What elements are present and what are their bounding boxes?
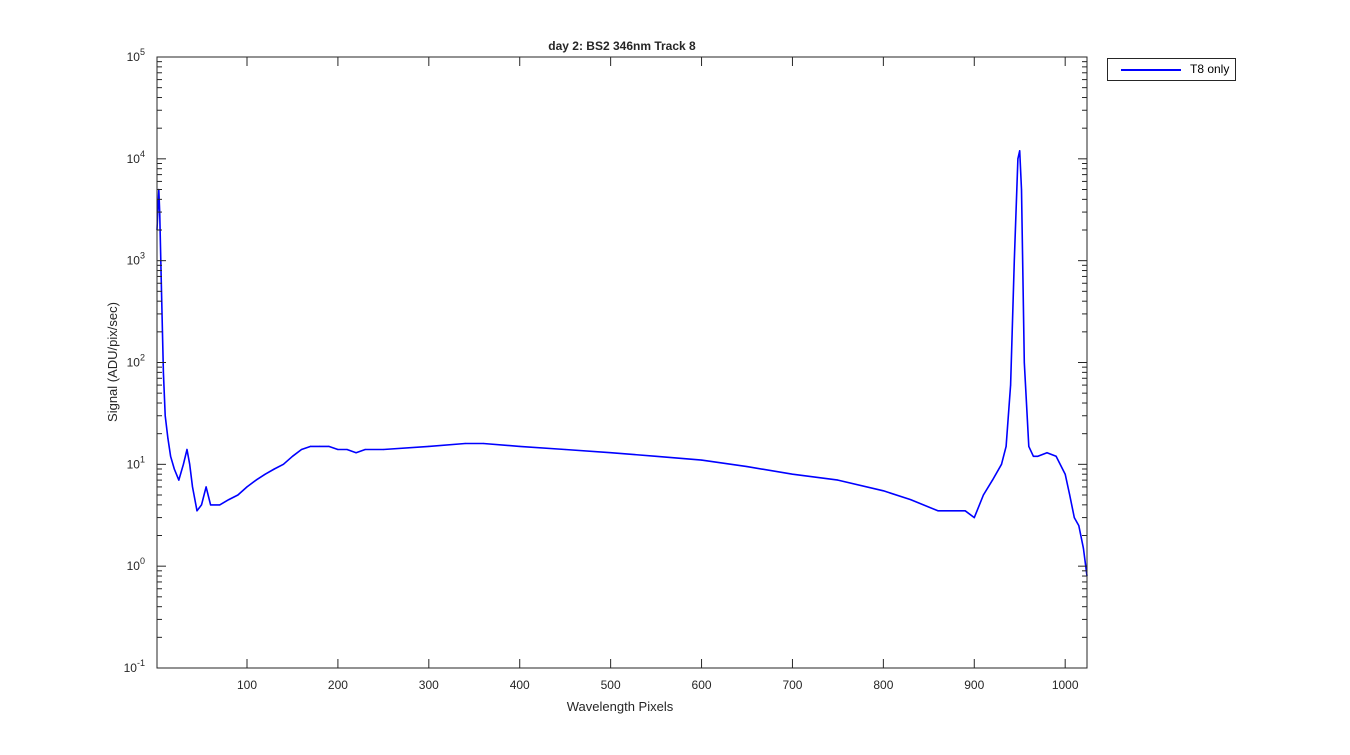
data-point xyxy=(655,455,657,457)
data-point xyxy=(1073,517,1075,519)
data-point xyxy=(1020,188,1023,191)
data-point xyxy=(196,510,198,512)
data-point xyxy=(1037,455,1039,457)
x-tick-label: 500 xyxy=(601,678,621,692)
x-tick-label: 300 xyxy=(419,678,439,692)
data-point xyxy=(355,452,357,454)
data-point xyxy=(746,466,748,468)
data-point xyxy=(1055,455,1057,457)
data-point xyxy=(837,479,839,481)
data-point xyxy=(337,448,339,451)
x-tick-label: 600 xyxy=(692,678,712,692)
data-point xyxy=(982,494,985,496)
x-tick-label: 1000 xyxy=(1052,678,1079,692)
data-point xyxy=(282,463,284,465)
data-point xyxy=(246,486,248,488)
y-tick-label: 101 xyxy=(127,454,145,471)
y-tick-label: 105 xyxy=(127,47,145,64)
y-tick-label: 10-1 xyxy=(124,658,145,675)
data-point xyxy=(264,473,266,475)
data-point xyxy=(1010,384,1012,386)
y-tick-label: 100 xyxy=(127,556,145,573)
data-point xyxy=(791,473,794,475)
data-point xyxy=(428,445,430,447)
data-point xyxy=(700,459,703,461)
data-point xyxy=(519,445,521,447)
data-point xyxy=(1046,452,1048,454)
data-point xyxy=(955,510,957,512)
data-point xyxy=(382,448,384,451)
data-point xyxy=(162,371,164,373)
data-point xyxy=(1064,473,1066,475)
data-point xyxy=(164,415,166,417)
data-point xyxy=(364,448,366,451)
chart-title: day 2: BS2 346nm Track 8 xyxy=(548,39,696,53)
x-tick-label: 900 xyxy=(964,678,984,692)
data-point xyxy=(464,442,466,445)
plot-area xyxy=(157,57,1087,668)
data-point xyxy=(964,510,966,512)
x-tick-label: 700 xyxy=(782,678,802,692)
data-point xyxy=(482,442,484,445)
data-point xyxy=(189,463,191,465)
data-point xyxy=(346,448,348,451)
data-point xyxy=(1069,494,1071,496)
data-point xyxy=(1005,445,1007,447)
data-point xyxy=(200,504,203,506)
x-tick-label: 400 xyxy=(510,678,530,692)
series-line-0 xyxy=(156,150,1088,577)
data-point xyxy=(937,510,939,512)
data-point xyxy=(273,468,275,470)
data-point xyxy=(228,499,230,501)
data-point xyxy=(191,486,194,488)
data-point xyxy=(610,452,612,454)
data-point xyxy=(170,455,172,457)
legend-swatch-t8-only xyxy=(1121,69,1181,71)
data-point xyxy=(1023,361,1025,364)
y-tick-label: 104 xyxy=(127,149,145,166)
y-tick-label: 103 xyxy=(127,251,145,268)
data-point xyxy=(173,468,175,470)
data-point xyxy=(882,490,885,492)
data-point xyxy=(310,445,312,447)
y-tick-label: 102 xyxy=(127,353,145,370)
data-point xyxy=(319,445,321,447)
data-point xyxy=(210,504,212,506)
data-point xyxy=(167,437,169,439)
data-point xyxy=(300,448,303,451)
data-point xyxy=(1013,260,1015,262)
data-point xyxy=(186,448,188,451)
x-tick-label: 100 xyxy=(237,678,257,692)
data-point xyxy=(1028,445,1030,447)
axes-layer: 100 200 300 400 500 600 700 800 900 1000 10-1 100 10… xyxy=(124,47,1088,692)
legend-label-t8-only: T8 only xyxy=(1190,62,1230,76)
data-point xyxy=(991,479,994,481)
x-axis-label: Wavelength Pixels xyxy=(567,699,674,714)
data-point xyxy=(255,479,257,481)
data-point xyxy=(182,463,184,465)
data-point xyxy=(219,504,221,506)
data-point xyxy=(1078,525,1080,527)
data-point xyxy=(178,479,180,481)
data-point xyxy=(205,486,207,488)
data-point xyxy=(328,445,330,447)
data-point xyxy=(1032,455,1034,457)
data-point xyxy=(1019,150,1021,152)
data-point xyxy=(291,455,294,457)
legend: T8 only xyxy=(1107,58,1236,81)
data-point xyxy=(1082,547,1084,549)
y-axis-label: Signal (ADU/pix/sec) xyxy=(105,302,120,422)
data-point xyxy=(1017,158,1019,160)
data-point xyxy=(910,499,912,501)
x-tick-label: 800 xyxy=(873,678,893,692)
data-point xyxy=(564,448,566,451)
data-point xyxy=(1000,463,1003,465)
data-point xyxy=(237,494,239,496)
x-tick-label: 200 xyxy=(328,678,348,692)
data-point xyxy=(973,517,975,519)
